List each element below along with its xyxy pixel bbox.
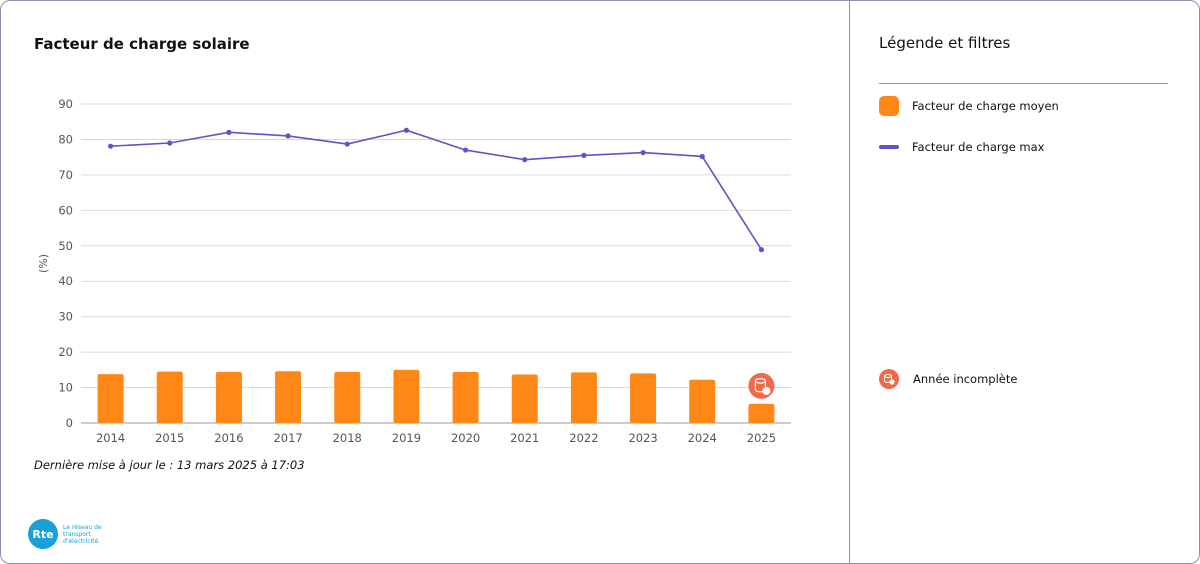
legend-swatch-line [879,145,899,149]
y-tick-label: 10 [58,381,73,395]
bar-2019 [393,369,420,423]
legend-divider [879,83,1168,84]
x-tick-label: 2016 [214,431,243,445]
point-2014 [107,143,114,149]
x-tick-label: 2023 [628,431,657,445]
point-2019 [403,127,410,133]
legend-swatch-bar [879,96,899,116]
bar-2018 [334,371,361,423]
x-tick-label: 2021 [510,431,539,445]
x-tick-label: 2019 [392,431,421,445]
point-2017 [285,133,291,139]
bar-2022 [570,372,597,423]
y-tick-label: 80 [58,132,73,146]
x-tick-label: 2020 [451,431,480,445]
rte-logo: Rte Le réseau de transport d'électricité [28,519,107,549]
y-tick-label: 50 [58,239,73,253]
bar-2025 [748,403,775,423]
bar-2015 [156,371,183,423]
y-tick-label: 20 [58,345,73,359]
point-2023 [640,149,646,156]
y-tick-label: 0 [66,416,73,430]
point-2016 [226,129,232,135]
legend-item-incomplete-year: Année incomplète [879,369,1017,389]
last-update-text: Dernière mise à jour le : 13 mars 2025 à… [34,458,305,472]
bar-2024 [689,379,716,423]
x-tick-label: 2022 [569,431,598,445]
line-facteur-max [110,129,763,251]
point-2024 [699,153,705,160]
y-tick-label: 40 [58,274,73,288]
x-tick-label: 2017 [273,431,302,445]
legend-label: Facteur de charge moyen [912,99,1059,113]
legend-label: Facteur de charge max [912,140,1045,154]
x-tick-label: 2015 [155,431,184,445]
point-2018 [344,141,350,147]
y-tick-label: 60 [58,203,73,217]
legend-label: Année incomplète [913,372,1018,386]
y-tick-label: 30 [58,310,73,324]
bar-2014 [97,374,124,423]
x-tick-label: 2014 [96,431,125,445]
incomplete-year-icon [748,372,775,399]
rte-logo-mark: Rte [28,519,58,549]
incomplete-icon-clock [762,386,771,395]
y-axis-label: (%) [37,254,50,273]
y-tick-label: 70 [58,168,73,182]
legend-title: Légende et filtres [879,34,1011,52]
chart-title: Facteur de charge solaire [34,35,250,53]
rte-logo-tagline: Le réseau de transport d'électricité [63,523,102,545]
bar-2021 [511,374,538,423]
legend-item-facteur-max[interactable]: Facteur de charge max [879,140,1045,154]
y-tick-label: 90 [58,97,73,111]
x-tick-label: 2024 [688,431,717,445]
legend-item-facteur-moyen[interactable]: Facteur de charge moyen [879,96,1059,116]
database-clock-icon [879,369,899,389]
point-2025 [758,247,765,253]
bar-2023 [630,373,657,423]
point-2015 [167,140,173,146]
point-2020 [462,147,469,153]
point-2022 [581,152,587,158]
bar-2017 [275,371,302,423]
x-tick-label: 2025 [747,431,776,445]
chart: 0 10 20 30 40 50 60 70 80 90 (%) 2014 2015 2016 2017 20… [37,97,791,445]
point-2021 [522,157,528,163]
bar-2020 [452,371,479,423]
panel-divider [849,1,850,563]
x-tick-label: 2018 [333,431,362,445]
bar-2016 [215,371,242,423]
